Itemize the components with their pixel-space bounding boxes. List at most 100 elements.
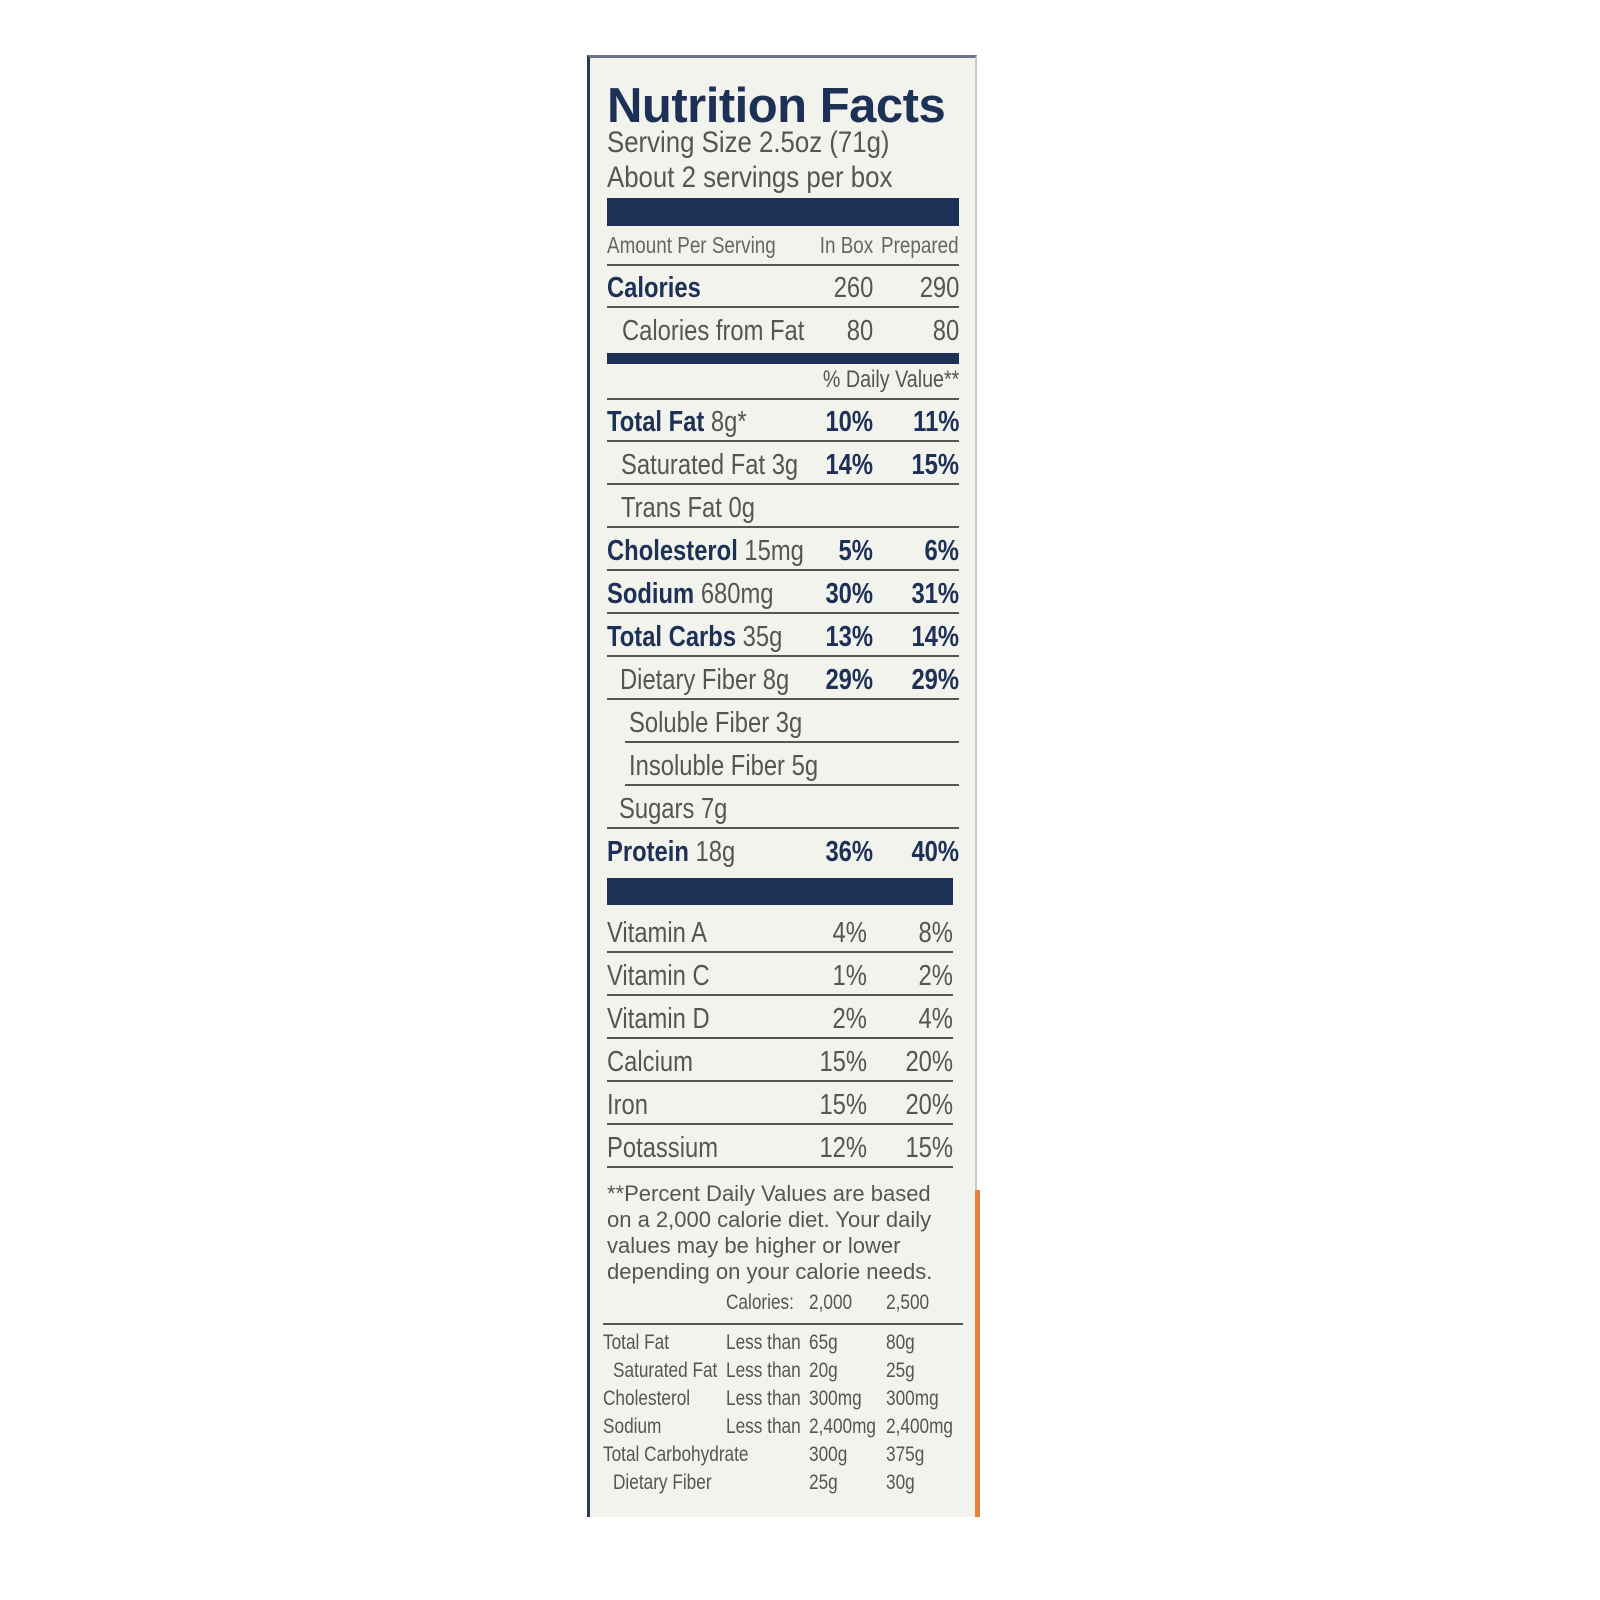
value-text: 10% bbox=[825, 406, 873, 438]
in-box-dv: 10% bbox=[825, 406, 873, 439]
prepared-dv: 14% bbox=[911, 621, 959, 654]
daily-value-label: % Daily Value** bbox=[822, 366, 959, 393]
nutrient-row: Total Fat 8g* 10% 11% bbox=[607, 399, 959, 442]
in-box-dv: 14% bbox=[825, 449, 873, 482]
dv-table-cell: 20g bbox=[809, 1359, 838, 1382]
vitamin-label: Potassium bbox=[607, 1132, 719, 1164]
value-text: Insoluble Fiber bbox=[629, 750, 785, 782]
dv-table-cell: 300g bbox=[809, 1443, 848, 1466]
serving-size: Serving Size 2.5oz (71g) bbox=[607, 126, 890, 159]
dv-table-cell: Less than bbox=[726, 1359, 801, 1382]
calories-section: Calories 260 290 Calories from Fat 80 80 bbox=[607, 265, 959, 352]
prepared-dv: 8% bbox=[918, 917, 953, 949]
in-box-value: 80 bbox=[846, 315, 873, 347]
nutrient-label: Sugars 7g bbox=[619, 793, 727, 826]
nutrient-label: Soluble Fiber 3g bbox=[629, 707, 802, 740]
in-box-dv: 15% bbox=[819, 1046, 867, 1078]
prepared-header: Prepared bbox=[881, 232, 959, 258]
value-text: 6% bbox=[924, 535, 959, 567]
nutrient-amount: 35g bbox=[742, 621, 783, 653]
nutrient-row: Sodium 680mg 30% 31% bbox=[607, 571, 959, 614]
dv-table-cell: 25g bbox=[809, 1471, 838, 1494]
prepared-dv: 6% bbox=[925, 535, 959, 568]
nutrient-label: Total Carbs 35g bbox=[607, 621, 782, 654]
nutrient-label: Saturated Fat 3g bbox=[621, 449, 798, 482]
medium-divider bbox=[607, 353, 959, 364]
value-text: 29% bbox=[911, 664, 959, 696]
dv-table-cell: Sodium bbox=[603, 1415, 662, 1438]
in-box-dv: 12% bbox=[819, 1132, 867, 1164]
dv-table-cell: 65g bbox=[809, 1331, 838, 1354]
nutrient-row: Soluble Fiber 3g bbox=[625, 700, 959, 743]
prepared-dv: 2% bbox=[918, 960, 953, 992]
nutrient-label: Sodium 680mg bbox=[607, 578, 774, 611]
nutrient-amount: 7g bbox=[700, 793, 728, 825]
nutrient-label: Dietary Fiber 8g bbox=[620, 664, 789, 697]
nutrient-label: Insoluble Fiber 5g bbox=[629, 750, 818, 783]
value-text: Calories from Fat bbox=[622, 315, 805, 347]
nutrient-amount: 0g bbox=[728, 492, 755, 524]
dv-table-cell: 80g bbox=[886, 1331, 915, 1354]
dv-table-cell: 2,400mg bbox=[886, 1415, 954, 1438]
vitamin-label: Vitamin A bbox=[607, 917, 708, 949]
nutrient-amount: 3g bbox=[775, 707, 803, 739]
nutrient-amount: 18g bbox=[695, 836, 736, 868]
nutrient-row: Trans Fat 0g bbox=[607, 485, 959, 528]
divider bbox=[607, 264, 959, 266]
dv-table-row: Total Fat Less than 65g 80g bbox=[603, 1331, 963, 1359]
in-box-dv: 2% bbox=[832, 1003, 867, 1035]
vitamin-row: Vitamin D 2% 4% bbox=[607, 996, 953, 1039]
value-text: 36% bbox=[825, 836, 873, 868]
daily-value-header: % Daily Value** bbox=[607, 364, 959, 400]
dv-table-cell: Less than bbox=[726, 1331, 801, 1354]
dv-table-row: Cholesterol Less than 300mg 300mg bbox=[603, 1387, 963, 1415]
nutrient-row: Total Carbs 35g 13% 14% bbox=[607, 614, 959, 657]
vitamins-section: Vitamin A 4% 8% Vitamin C 1% 2% Vitamin D 2% 4% C… bbox=[607, 910, 953, 1168]
thick-divider bbox=[607, 198, 959, 226]
prepared-dv: 40% bbox=[911, 836, 959, 869]
vitamin-row: Vitamin A 4% 8% bbox=[607, 910, 953, 953]
prepared-value: 80 bbox=[932, 315, 959, 347]
dv-table-row: Sodium Less than 2,400mg 2,400mg bbox=[603, 1415, 963, 1443]
in-box-dv: 30% bbox=[825, 578, 873, 611]
value-text: Saturated Fat bbox=[621, 449, 766, 481]
dv-table-row: Saturated Fat Less than 20g 25g bbox=[603, 1359, 963, 1387]
in-box-dv: 4% bbox=[832, 917, 867, 949]
value-text: Calories bbox=[607, 272, 701, 304]
dv-table-cell: Less than bbox=[726, 1415, 801, 1438]
nutrition-facts-panel: Nutrition Facts Serving Size 2.5oz (71g)… bbox=[587, 55, 977, 1517]
calories-row: Calories 260 290 bbox=[607, 265, 959, 308]
value-text: Trans Fat bbox=[621, 492, 722, 524]
dv-table-cell: Less than bbox=[726, 1387, 801, 1410]
nutrient-amount: 3g bbox=[771, 449, 799, 481]
dv-table-cell: 2,400mg bbox=[809, 1415, 877, 1438]
value-text: 14% bbox=[825, 449, 873, 481]
prepared-dv: 20% bbox=[905, 1089, 953, 1121]
value-text: 14% bbox=[911, 621, 959, 653]
nutrient-amount: 680mg bbox=[700, 578, 774, 610]
prepared-dv: 15% bbox=[905, 1132, 953, 1164]
dv-table-row: Dietary Fiber 25g 30g bbox=[603, 1471, 963, 1499]
nutrient-row: Dietary Fiber 8g 29% 29% bbox=[607, 657, 959, 700]
footnote: **Percent Daily Values are based on a 2,… bbox=[607, 1181, 933, 1284]
value-text: 30% bbox=[825, 578, 873, 610]
thick-divider bbox=[607, 878, 953, 905]
servings-per-container: About 2 servings per box bbox=[607, 161, 893, 194]
prepared-value: 290 bbox=[919, 272, 959, 304]
dv-table-header-cell: Calories: bbox=[726, 1291, 794, 1314]
dv-table-cell: Total Carbohydrate bbox=[603, 1443, 749, 1466]
in-box-dv: 15% bbox=[819, 1089, 867, 1121]
dv-table-cell: Cholesterol bbox=[603, 1387, 691, 1410]
value-text: 5% bbox=[838, 535, 873, 567]
prepared-dv: 29% bbox=[911, 664, 959, 697]
vitamin-row: Vitamin C 1% 2% bbox=[607, 953, 953, 996]
dv-table-cell: 375g bbox=[886, 1443, 925, 1466]
in-box-dv: 5% bbox=[839, 535, 873, 568]
value-text: Protein bbox=[607, 836, 689, 868]
nutrient-amount: 15mg bbox=[744, 535, 804, 567]
value-text: Sodium bbox=[607, 578, 695, 610]
value-text: 15% bbox=[911, 449, 959, 481]
in-box-value: 260 bbox=[833, 272, 873, 304]
dv-table-cell: Saturated Fat bbox=[613, 1359, 718, 1382]
package-edge-strip bbox=[975, 1190, 980, 1517]
